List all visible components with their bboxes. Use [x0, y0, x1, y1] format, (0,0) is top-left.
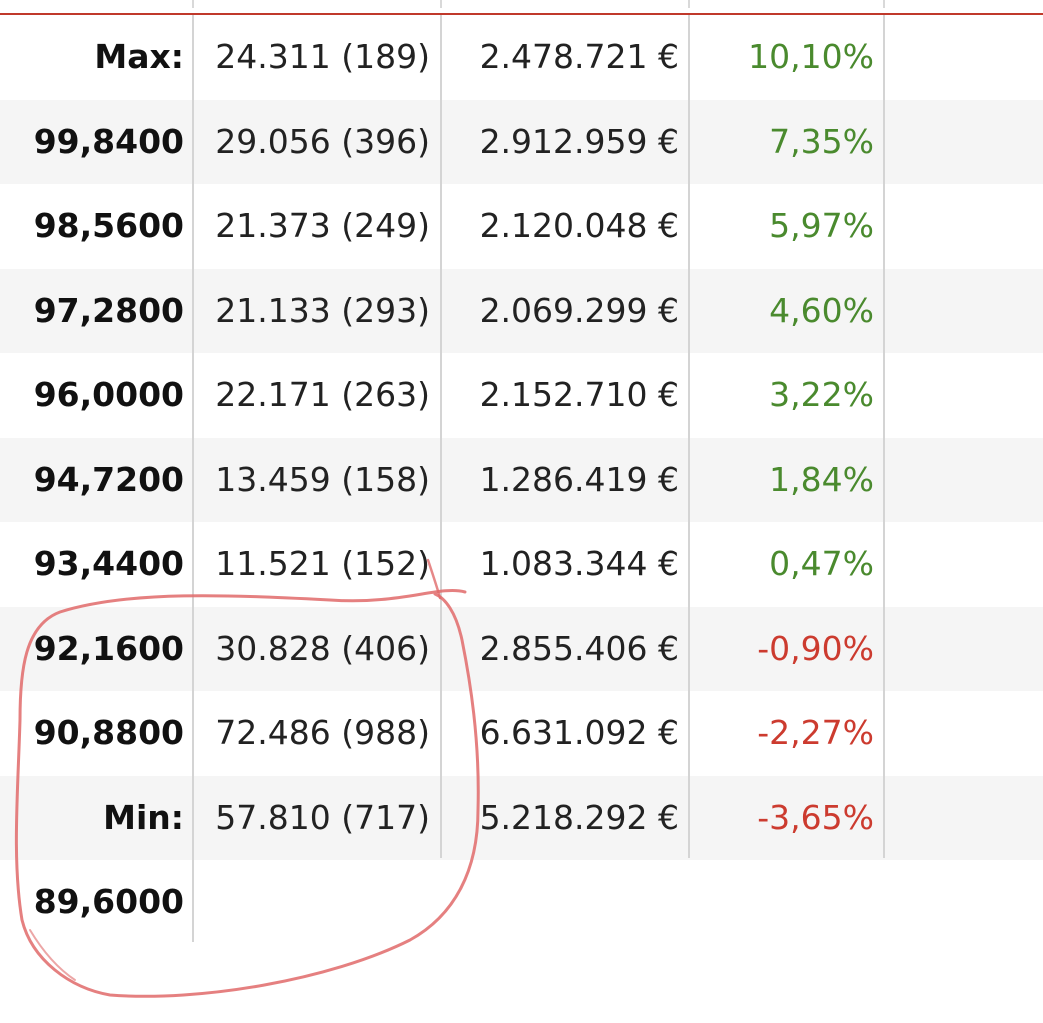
volume-cell: 30.828 (406): [215, 628, 430, 668]
price-level-label: 89,6000: [33, 882, 184, 921]
header-divider: [192, 0, 194, 8]
amount-cell: 2.120.048 €: [479, 206, 679, 245]
table-row: 97,2800 21.133 (293) 2.069.299 € 4,60%: [0, 268, 1043, 353]
price-level-label: 93,4400: [33, 544, 184, 583]
volume-cell: 21.133 (293): [215, 290, 430, 330]
price-level-label: 94,7200: [33, 459, 184, 499]
volume-cell: 21.373 (249): [215, 206, 430, 245]
table-row: 89,6000: [0, 860, 1043, 945]
price-level-label: 99,8400: [33, 121, 184, 161]
price-level-label: Min:: [103, 797, 184, 837]
header-divider: [688, 0, 690, 8]
header-divider: [440, 0, 442, 8]
amount-cell: 1.083.344 €: [479, 544, 679, 583]
amount-cell: 2.855.406 €: [479, 628, 679, 668]
amount-cell: 5.218.292 €: [479, 797, 679, 837]
volume-cell: 57.810 (717): [215, 797, 430, 837]
amount-cell: [443, 860, 679, 945]
change-percent-cell: 4,60%: [769, 290, 874, 330]
amount-cell: 2.152.710 €: [479, 375, 679, 414]
change-percent-cell: -3,65%: [757, 797, 874, 837]
table-row: 98,5600 21.373 (249) 2.120.048 € 5,97%: [0, 184, 1043, 269]
volume-cell: 29.056 (396): [215, 121, 430, 161]
table-row: Min: 57.810 (717) 5.218.292 € -3,65%: [0, 775, 1043, 860]
table-row: 94,7200 13.459 (158) 1.286.419 € 1,84%: [0, 437, 1043, 522]
volume-cell: 72.486 (988): [215, 713, 430, 752]
amount-cell: 6.631.092 €: [479, 713, 679, 752]
change-percent-cell: -0,90%: [757, 628, 874, 668]
change-percent-cell: 1,84%: [769, 459, 874, 499]
change-percent-cell: [690, 860, 874, 945]
header-rule: [0, 13, 1043, 15]
volume-cell: [194, 860, 430, 945]
price-level-label: 97,2800: [33, 290, 184, 330]
volume-cell: 22.171 (263): [215, 375, 430, 414]
amount-cell: 2.069.299 €: [479, 290, 679, 330]
price-level-label: 90,8800: [33, 713, 184, 752]
change-percent-cell: 5,97%: [769, 206, 874, 245]
price-table: Max: 24.311 (189) 2.478.721 € 10,10% 99,8400…: [0, 15, 1043, 945]
column-divider-label: [192, 15, 194, 942]
column-divider-volume: [440, 15, 442, 858]
column-divider-amount: [688, 15, 690, 858]
change-percent-cell: 3,22%: [769, 375, 874, 414]
price-level-label: Max:: [94, 37, 184, 76]
price-level-label: 92,1600: [33, 628, 184, 668]
volume-cell: 13.459 (158): [215, 459, 430, 499]
change-percent-cell: -2,27%: [757, 713, 874, 752]
table-row: 99,8400 29.056 (396) 2.912.959 € 7,35%: [0, 99, 1043, 184]
amount-cell: 2.478.721 €: [479, 37, 679, 76]
table-row: Max: 24.311 (189) 2.478.721 € 10,10%: [0, 15, 1043, 100]
column-divider-change: [883, 15, 885, 858]
amount-cell: 2.912.959 €: [479, 121, 679, 161]
change-percent-cell: 0,47%: [769, 544, 874, 583]
table-row: 90,8800 72.486 (988) 6.631.092 € -2,27%: [0, 691, 1043, 776]
change-percent-cell: 7,35%: [769, 121, 874, 161]
volume-cell: 24.311 (189): [215, 37, 430, 76]
price-level-label: 98,5600: [33, 206, 184, 245]
price-level-label: 96,0000: [33, 375, 184, 414]
volume-cell: 11.521 (152): [215, 544, 430, 583]
table-row: 96,0000 22.171 (263) 2.152.710 € 3,22%: [0, 353, 1043, 438]
table-header-remnant: [0, 0, 1043, 15]
header-divider: [883, 0, 885, 8]
change-percent-cell: 10,10%: [748, 37, 874, 76]
table-row: 93,4400 11.521 (152) 1.083.344 € 0,47%: [0, 522, 1043, 607]
table-row: 92,1600 30.828 (406) 2.855.406 € -0,90%: [0, 606, 1043, 691]
amount-cell: 1.286.419 €: [479, 459, 679, 499]
